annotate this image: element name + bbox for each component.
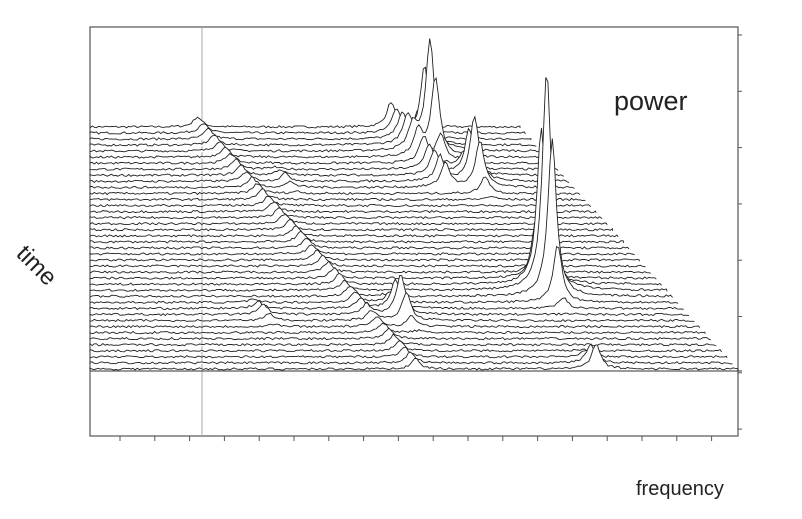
trace-fill [90, 345, 738, 370]
trace-line [89, 346, 728, 359]
trace-line [89, 195, 592, 208]
trace-fill [90, 102, 520, 128]
trace-fill [90, 255, 646, 268]
trace-fill [90, 141, 575, 189]
trace-fill [90, 238, 629, 249]
trace-line [89, 176, 581, 196]
trace-fill [90, 328, 711, 340]
trace-line [89, 327, 711, 341]
trace-line [89, 343, 733, 365]
trace-line [89, 260, 651, 274]
trace-fill [90, 261, 651, 274]
trace-fill [90, 138, 673, 298]
trace-fill [90, 116, 570, 183]
trace-line [89, 340, 723, 353]
power-axis-label: power [614, 86, 688, 116]
trace-fill [90, 108, 531, 141]
trace-line [89, 201, 597, 214]
frequency-axis-label: frequency [636, 478, 724, 500]
trace-fill [90, 279, 684, 310]
trace-line [89, 225, 619, 238]
trace-line [89, 206, 603, 220]
trace-line [89, 66, 537, 147]
trace-line [89, 138, 673, 298]
trace-line [89, 115, 570, 184]
trace-line [89, 315, 701, 329]
trace-line [89, 246, 679, 304]
trace-fill [90, 109, 526, 135]
trace-line [89, 108, 526, 135]
trace-fill [90, 78, 548, 159]
trace-line [89, 213, 608, 226]
trace-fill [90, 344, 733, 364]
trace-fill [90, 177, 580, 195]
trace-line [89, 278, 684, 310]
trace-line [89, 275, 690, 317]
trace-fill [90, 246, 679, 304]
trace-fill [90, 219, 613, 231]
trace-line [89, 77, 668, 292]
trace-line [89, 291, 695, 323]
trace-line [89, 218, 614, 232]
trace-line [89, 102, 521, 129]
trace-line [89, 141, 575, 189]
trace-fill [90, 244, 635, 256]
trace-line [89, 107, 532, 141]
trace-line [89, 322, 706, 335]
trace-line [89, 188, 586, 202]
plot-frame [89, 26, 739, 437]
trace-line [89, 344, 739, 371]
